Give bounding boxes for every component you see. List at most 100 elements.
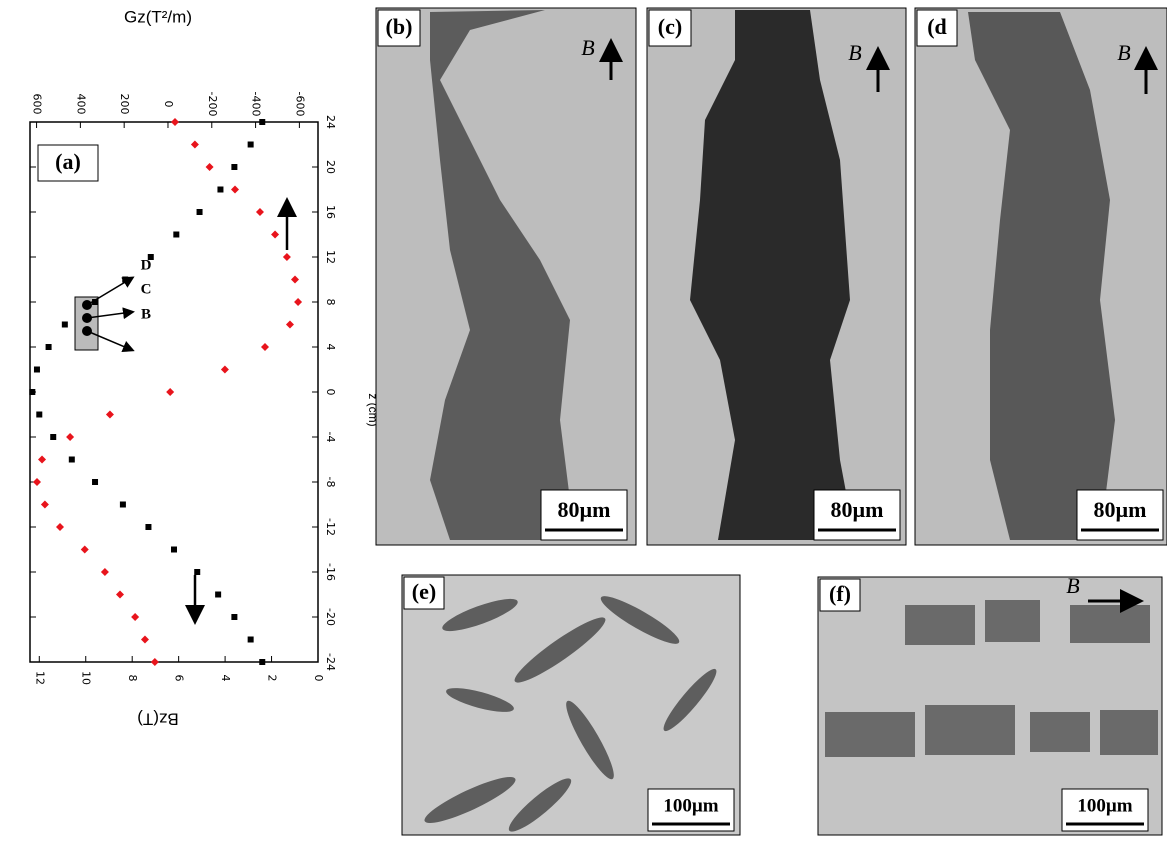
y2-tick-label: 200 xyxy=(118,94,131,115)
region xyxy=(566,700,614,780)
panel-label: (c) xyxy=(658,14,682,39)
x-tick-label: 20 xyxy=(324,160,337,174)
scale-bar-label: 100µm xyxy=(663,795,718,816)
point xyxy=(29,389,36,395)
point xyxy=(116,590,125,599)
point xyxy=(33,478,42,486)
point xyxy=(92,479,99,485)
y-tick-label: 2 xyxy=(266,675,279,682)
y-tick-label: 6 xyxy=(173,675,186,682)
point xyxy=(231,614,238,620)
field-label: B xyxy=(1117,40,1130,65)
point xyxy=(259,119,266,125)
point xyxy=(271,230,280,239)
region xyxy=(600,596,680,644)
point xyxy=(173,231,180,238)
region xyxy=(925,705,1015,755)
x-tick-label: -4 xyxy=(324,432,337,443)
point xyxy=(190,140,199,149)
scale-bar-label: 80µm xyxy=(1093,497,1146,522)
point xyxy=(100,568,109,576)
label-box xyxy=(377,9,421,47)
sample-box xyxy=(74,296,99,351)
region xyxy=(690,10,855,540)
point xyxy=(147,254,154,260)
region xyxy=(508,778,572,832)
region xyxy=(442,598,518,632)
arrow xyxy=(86,307,135,320)
y2-tick-label: 600 xyxy=(31,94,44,115)
point xyxy=(50,434,57,440)
point xyxy=(166,388,175,396)
region xyxy=(446,688,514,712)
point xyxy=(122,276,129,283)
scale-bar-label: 80µm xyxy=(830,497,883,522)
arrow xyxy=(86,330,135,353)
x-tick-label: -8 xyxy=(324,477,337,488)
x-tick-label: -12 xyxy=(324,518,337,536)
point xyxy=(231,164,238,170)
region xyxy=(430,10,575,540)
region xyxy=(663,668,717,732)
x-tick-label: 24 xyxy=(324,115,337,129)
field-label: B xyxy=(848,40,861,65)
scale-box xyxy=(813,489,901,541)
y-tick-label: 0 xyxy=(312,675,325,682)
y2-tick-label: 400 xyxy=(74,94,87,115)
point xyxy=(247,636,254,643)
point xyxy=(220,365,229,374)
label-box xyxy=(403,576,445,610)
annotation: D xyxy=(141,257,152,273)
point xyxy=(205,163,214,171)
x-tick-label: 8 xyxy=(324,299,337,306)
region xyxy=(1030,712,1090,752)
point xyxy=(259,659,266,665)
scale-box xyxy=(1076,489,1164,541)
micrograph-c xyxy=(646,7,907,546)
point xyxy=(92,299,99,305)
point xyxy=(68,456,75,463)
field-label: B xyxy=(581,35,594,60)
point xyxy=(45,344,52,350)
point xyxy=(215,591,222,598)
point xyxy=(285,320,294,329)
y-axis-title: Bz(T) xyxy=(137,710,179,729)
point xyxy=(255,208,264,216)
point xyxy=(194,569,201,575)
point xyxy=(119,501,126,508)
micrograph-e xyxy=(401,574,741,836)
annotation: B xyxy=(141,306,151,322)
scale-bar-label: 100µm xyxy=(1077,795,1132,816)
y2-tick-label: 0 xyxy=(162,101,175,108)
point xyxy=(282,253,291,261)
y-tick-label: 12 xyxy=(33,671,46,685)
region xyxy=(514,617,606,683)
point xyxy=(171,546,177,553)
region xyxy=(968,12,1115,540)
point xyxy=(80,545,89,554)
y-tick-label: 10 xyxy=(80,671,93,685)
point xyxy=(145,524,152,530)
point xyxy=(140,635,149,644)
point xyxy=(36,411,43,418)
scale-bar-label: 80µm xyxy=(557,497,610,522)
annotation: C xyxy=(141,281,152,297)
label-box xyxy=(819,578,861,612)
x-tick-label: -24 xyxy=(324,653,337,671)
point xyxy=(291,275,300,284)
x-tick-label: 12 xyxy=(324,250,337,264)
micrograph-d xyxy=(914,7,1167,546)
x-tick-label: 0 xyxy=(324,389,337,396)
point xyxy=(170,118,179,126)
point xyxy=(40,500,49,509)
y2-tick-label: -600 xyxy=(293,92,306,117)
point xyxy=(131,613,140,621)
region xyxy=(985,600,1040,642)
x-tick-label: -16 xyxy=(324,563,337,581)
panel-label: (a) xyxy=(55,149,81,174)
point xyxy=(33,366,40,373)
region xyxy=(1100,710,1158,755)
point xyxy=(61,321,68,328)
y2-tick-label: -400 xyxy=(250,92,263,117)
panel-label: (f) xyxy=(829,581,851,606)
